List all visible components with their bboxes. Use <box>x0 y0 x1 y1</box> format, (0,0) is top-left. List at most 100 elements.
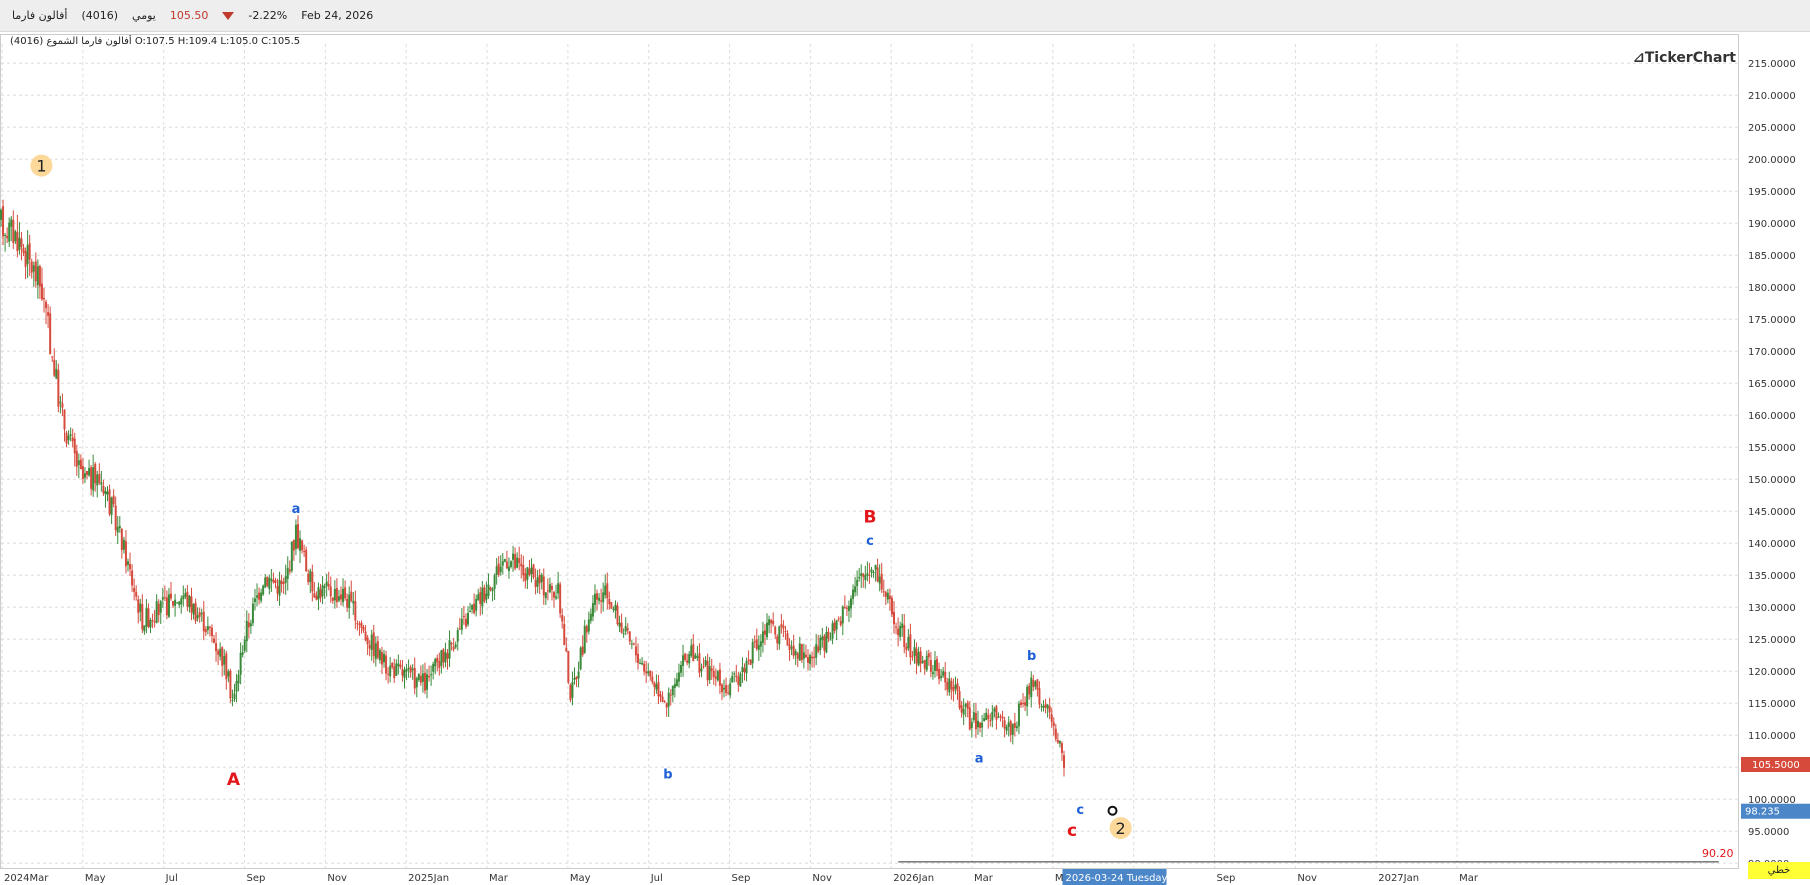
candle-body <box>759 641 762 647</box>
candle-body <box>579 647 582 670</box>
candle-body <box>948 678 951 693</box>
candle-body <box>936 659 939 672</box>
candle-body <box>464 618 467 627</box>
candle-body <box>219 648 222 657</box>
candle-body <box>821 636 824 641</box>
y-tick-label: 135.0000 <box>1748 571 1796 582</box>
candle-body <box>178 601 181 605</box>
x-tick-label: Mar <box>489 873 509 884</box>
candle-body <box>262 585 265 595</box>
candle-body <box>407 668 410 670</box>
candle-body <box>421 673 424 682</box>
candle-body <box>339 594 342 600</box>
candle-body <box>1007 722 1010 728</box>
candle-body <box>884 592 887 597</box>
candle-body <box>890 597 893 615</box>
candle-body <box>587 619 590 632</box>
candle-body <box>280 581 283 585</box>
candle-body <box>284 576 287 583</box>
candle-body <box>395 663 398 676</box>
candle-body <box>309 570 312 582</box>
candle-body <box>180 598 183 605</box>
cursor-price-badge <box>1741 803 1810 819</box>
candle-body <box>1019 702 1022 705</box>
candle-body <box>794 651 797 655</box>
candle-body <box>419 675 422 683</box>
candle-body <box>413 668 416 689</box>
candle-body <box>745 660 748 674</box>
candle-body <box>976 720 979 728</box>
candle-body <box>122 539 125 550</box>
candle-body <box>497 563 500 575</box>
candle-body <box>38 265 41 287</box>
candle-body <box>1003 720 1006 729</box>
candle-body <box>356 623 359 625</box>
candle-body <box>303 550 306 552</box>
candle-body <box>49 313 52 355</box>
candle-body <box>866 573 869 576</box>
candle-body <box>729 683 732 696</box>
candle-body <box>440 650 443 666</box>
wave-label: B <box>864 508 877 528</box>
candle-body <box>970 722 973 728</box>
candle-body <box>114 505 117 531</box>
candle-body <box>903 625 906 647</box>
candle-body <box>933 660 936 671</box>
symbol-name[interactable]: أفالون فارما <box>12 9 68 22</box>
ohlc-readout: أفالون فارما الشموع (4016) O:107.5 H:109… <box>10 36 301 47</box>
candle-body <box>335 588 338 603</box>
candle-body <box>299 538 302 551</box>
candle-body <box>690 645 693 656</box>
candle-body <box>542 576 545 596</box>
candle-body <box>811 656 814 659</box>
candle-body <box>227 671 230 677</box>
candle-body <box>241 652 244 655</box>
candle-body <box>137 599 140 613</box>
candle-body <box>624 625 627 632</box>
candle-body <box>946 682 949 690</box>
candle-body <box>77 460 80 465</box>
chart-type-legend[interactable]: خطي <box>1748 862 1810 879</box>
candle-body <box>641 662 644 665</box>
candle-body <box>987 714 990 720</box>
candle-body <box>24 251 27 267</box>
candle-body <box>124 541 127 567</box>
candle-body <box>1022 703 1025 705</box>
candle-body <box>260 592 263 601</box>
candle-body <box>426 674 429 690</box>
candle-body <box>1034 681 1037 687</box>
candle-body <box>679 665 682 673</box>
tickerchart-logo: ⊿TickerChart <box>1633 50 1736 66</box>
candle-body <box>893 611 896 625</box>
candle-body <box>714 676 717 679</box>
candle-body <box>739 673 742 687</box>
x-tick-label: Jul <box>165 873 178 884</box>
candle-body <box>358 623 361 625</box>
candle-body <box>829 639 832 641</box>
candle-body <box>247 622 250 628</box>
candle-body <box>585 626 588 633</box>
candle-body <box>126 561 129 565</box>
candle-body <box>276 586 279 594</box>
candle-body <box>864 575 867 580</box>
candle-body <box>540 574 543 583</box>
candle-body <box>192 603 195 615</box>
candle-body <box>546 590 549 592</box>
candle-body <box>870 569 873 573</box>
candle-body <box>249 623 252 627</box>
candle-body <box>563 623 566 645</box>
period-selector[interactable]: يومي <box>132 9 156 22</box>
candle-body <box>1009 721 1012 735</box>
candle-body <box>575 676 578 680</box>
candle-body <box>929 660 932 672</box>
cursor-date-badge <box>1062 869 1167 885</box>
candle-body <box>366 637 369 645</box>
candle-body <box>374 643 377 659</box>
candle-body <box>0 209 2 220</box>
candle-body <box>837 618 840 620</box>
candle-body <box>731 676 734 683</box>
candle-body <box>403 669 406 678</box>
candle-body <box>1028 685 1031 695</box>
candle-body <box>931 672 934 675</box>
